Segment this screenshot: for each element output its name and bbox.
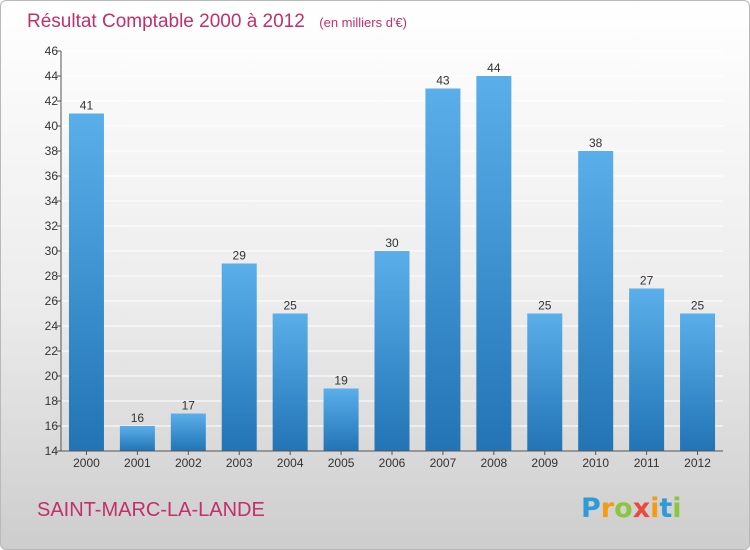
y-tick-label: 40	[45, 119, 59, 133]
x-tick-label: 2011	[634, 456, 660, 470]
bar-value-label: 44	[487, 61, 501, 75]
y-tick-label: 28	[45, 269, 59, 283]
bar-2010	[578, 151, 614, 451]
y-tick-label: 46	[45, 44, 59, 58]
bar-value-label: 16	[131, 411, 145, 425]
x-tick-label: 2009	[531, 456, 558, 470]
bar-2005	[323, 388, 359, 451]
y-tick-label: 34	[45, 194, 59, 208]
bar-value-labels: 41 16 17 29 25 19 30 43 44 25 38 27 25	[80, 61, 705, 425]
x-tick-label: 2007	[430, 456, 457, 470]
y-tick-label: 42	[45, 94, 59, 108]
bar-2012	[680, 313, 716, 451]
bar-2003	[221, 263, 257, 451]
y-tick-label: 22	[45, 344, 59, 358]
logo-letter: x	[633, 493, 650, 524]
bars	[68, 76, 716, 451]
logo-letter: i	[650, 493, 659, 524]
x-axis-ticks: 2000 2001 2002 2003 2004 2005 2006 2007 2008 2009…	[73, 451, 711, 470]
logo-letter: t	[659, 493, 672, 524]
y-tick-label: 26	[45, 294, 59, 308]
chart-subtitle: (en milliers d'€)	[319, 15, 407, 30]
bar-2008	[476, 76, 512, 451]
bar-value-label: 19	[334, 374, 348, 388]
y-tick-label: 38	[45, 144, 59, 158]
y-tick-label: 16	[45, 419, 59, 433]
logo-letter: o	[614, 493, 633, 524]
bar-2009	[527, 313, 563, 451]
bar-2006	[374, 251, 410, 451]
bar-value-label: 25	[538, 299, 552, 313]
proxiti-logo: Proxiti	[581, 493, 682, 524]
y-tick-label: 44	[45, 69, 59, 83]
y-tick-label: 14	[45, 444, 59, 458]
x-tick-label: 2010	[582, 456, 609, 470]
x-tick-label: 2004	[277, 456, 304, 470]
y-tick-label: 18	[45, 394, 59, 408]
x-tick-label: 2006	[379, 456, 406, 470]
bar-2001	[119, 426, 155, 451]
bar-value-label: 27	[640, 274, 654, 288]
logo-letter: P	[581, 493, 601, 524]
bar-2007	[425, 88, 461, 451]
bar-value-label: 41	[80, 99, 94, 113]
y-axis-ticks: 14 16 18 20 22 24 26 28 30 32 34 36 38 40 42 44 46	[45, 44, 61, 458]
bar-value-label: 30	[385, 236, 399, 250]
logo-letter: i	[672, 493, 681, 524]
bar-value-label: 38	[589, 136, 603, 150]
y-tick-label: 20	[45, 369, 59, 383]
bar-2000	[68, 113, 104, 451]
x-tick-label: 2002	[175, 456, 202, 470]
y-tick-label: 30	[45, 244, 59, 258]
bar-value-label: 25	[691, 299, 705, 313]
bar-value-label: 43	[436, 74, 450, 88]
bar-value-label: 17	[182, 399, 196, 413]
x-tick-label: 2001	[124, 456, 151, 470]
x-tick-label: 2005	[328, 456, 355, 470]
x-tick-label: 2000	[73, 456, 100, 470]
bar-value-label: 29	[233, 249, 247, 263]
x-tick-label: 2012	[684, 456, 711, 470]
x-tick-label: 2003	[226, 456, 253, 470]
y-tick-label: 24	[45, 319, 59, 333]
bar-2004	[272, 313, 308, 451]
y-tick-label: 36	[45, 169, 59, 183]
chart-title: Résultat Comptable 2000 à 2012 (en milli…	[27, 11, 407, 32]
y-tick-label: 32	[45, 219, 59, 233]
bar-value-label: 25	[283, 299, 297, 313]
x-tick-label: 2008	[480, 456, 507, 470]
commune-name: SAINT-MARC-LA-LANDE	[37, 499, 265, 521]
logo-letter: r	[601, 493, 615, 524]
bar-2002	[170, 413, 206, 451]
bar-2011	[629, 288, 665, 451]
chart-title-main: Résultat Comptable 2000 à 2012	[27, 11, 305, 32]
